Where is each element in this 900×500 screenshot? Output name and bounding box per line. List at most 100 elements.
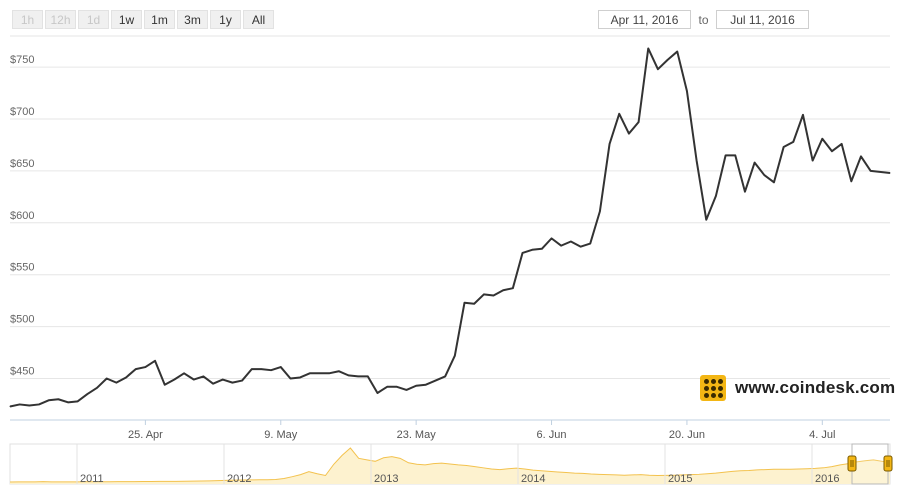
data-point xyxy=(850,180,852,182)
range-button-3m[interactable]: 3m xyxy=(177,10,208,29)
coindesk-logo-icon xyxy=(700,375,726,401)
data-point xyxy=(618,113,620,115)
data-point xyxy=(328,372,330,374)
date-range: Apr 11, 2016 to Jul 11, 2016 xyxy=(598,10,809,29)
data-point xyxy=(638,121,640,123)
data-point xyxy=(38,403,40,405)
y-tick-label: $750 xyxy=(10,54,34,66)
data-point xyxy=(483,293,485,295)
data-point xyxy=(77,400,79,402)
data-point xyxy=(280,366,282,368)
data-point xyxy=(860,155,862,157)
data-point xyxy=(260,368,262,370)
data-point xyxy=(173,379,175,381)
data-point xyxy=(676,51,678,53)
data-point xyxy=(125,376,127,378)
navigator-left-handle[interactable] xyxy=(847,455,857,472)
data-point xyxy=(193,379,195,381)
data-point xyxy=(473,303,475,305)
y-tick-label: $550 xyxy=(10,262,34,274)
y-tick-label: $450 xyxy=(10,365,34,377)
x-tick-label: 9. May xyxy=(264,429,298,441)
range-button-12h: 12h xyxy=(45,10,76,29)
watermark-text: www.coindesk.com xyxy=(735,378,896,397)
data-point xyxy=(309,372,311,374)
data-point xyxy=(792,141,794,143)
date-to-input[interactable]: Jul 11, 2016 xyxy=(716,10,809,29)
y-tick-label: $650 xyxy=(10,158,34,170)
data-point xyxy=(96,387,98,389)
navigator-right-handle[interactable] xyxy=(883,455,893,472)
data-point xyxy=(67,401,69,403)
data-point xyxy=(86,393,88,395)
data-point xyxy=(347,374,349,376)
data-point xyxy=(657,68,659,70)
data-point xyxy=(686,90,688,92)
data-point xyxy=(144,366,146,368)
data-point xyxy=(715,195,717,197)
range-button-1y[interactable]: 1y xyxy=(210,10,241,29)
x-tick-label: 23. May xyxy=(397,429,437,441)
data-point xyxy=(222,379,224,381)
data-point xyxy=(48,399,50,401)
data-point xyxy=(289,377,291,379)
data-point xyxy=(425,384,427,386)
data-point xyxy=(164,384,166,386)
data-point xyxy=(647,47,649,49)
data-point xyxy=(454,355,456,357)
range-button-1h: 1h xyxy=(12,10,43,29)
data-point xyxy=(357,375,359,377)
data-point xyxy=(415,385,417,387)
data-point xyxy=(754,162,756,164)
y-tick-label: $600 xyxy=(10,210,34,222)
navigator-year-label: 2013 xyxy=(374,473,398,485)
data-point xyxy=(251,368,253,370)
data-point xyxy=(231,382,233,384)
data-point xyxy=(212,383,214,385)
range-button-1d: 1d xyxy=(78,10,109,29)
data-point xyxy=(744,191,746,193)
data-point xyxy=(183,372,185,374)
range-button-1w[interactable]: 1w xyxy=(111,10,142,29)
range-button-1m[interactable]: 1m xyxy=(144,10,175,29)
data-point xyxy=(367,375,369,377)
data-point xyxy=(841,143,843,145)
navigator-year-label: 2011 xyxy=(80,473,104,485)
data-point xyxy=(202,375,204,377)
data-point xyxy=(570,240,572,242)
data-point xyxy=(502,289,504,291)
data-point xyxy=(589,243,591,245)
navigator-year-label: 2015 xyxy=(668,473,692,485)
x-tick-label: 25. Apr xyxy=(128,429,163,441)
range-button-all[interactable]: All xyxy=(243,10,274,29)
navigator-line xyxy=(9,447,891,483)
data-point xyxy=(763,174,765,176)
y-tick-label: $500 xyxy=(10,314,34,326)
data-point xyxy=(522,252,524,254)
navigator-year-label: 2016 xyxy=(815,473,839,485)
data-point xyxy=(696,160,698,162)
data-point xyxy=(705,219,707,221)
navigator-year-label: 2012 xyxy=(227,473,251,485)
data-point xyxy=(396,386,398,388)
y-tick-label: $700 xyxy=(10,106,34,118)
data-point xyxy=(405,389,407,391)
data-point xyxy=(531,249,533,251)
data-point xyxy=(512,287,514,289)
data-point xyxy=(57,398,59,400)
data-point xyxy=(831,150,833,152)
x-tick-label: 4. Jul xyxy=(809,429,835,441)
range-selector: 1h 12h 1d 1w 1m 3m 1y All xyxy=(12,10,274,29)
x-tick-label: 6. Jun xyxy=(537,429,567,441)
data-point xyxy=(386,386,388,388)
data-point xyxy=(599,210,601,212)
date-from-input[interactable]: Apr 11, 2016 xyxy=(598,10,691,29)
data-point xyxy=(870,170,872,172)
data-point xyxy=(135,368,137,370)
date-to-label: to xyxy=(698,12,709,27)
navigator-year-label: 2014 xyxy=(521,473,545,485)
price-line xyxy=(9,47,891,408)
coindesk-watermark: www.coindesk.com xyxy=(700,375,895,401)
data-point xyxy=(580,246,582,248)
